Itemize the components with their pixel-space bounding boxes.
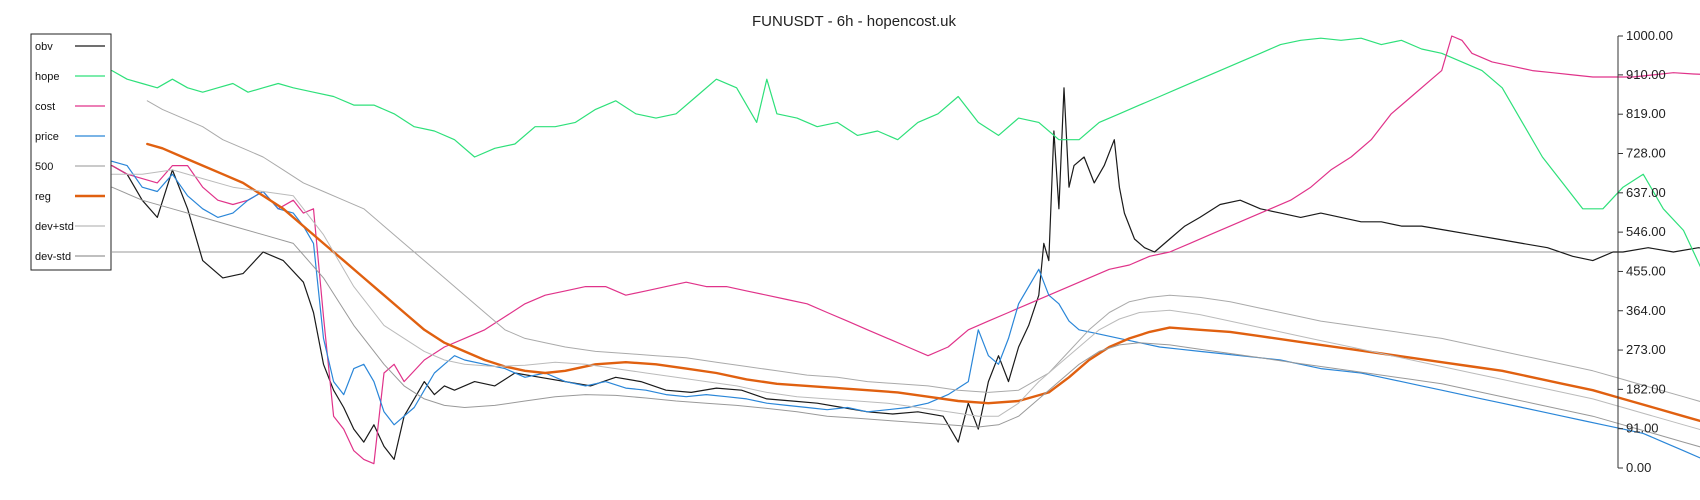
- legend-box: [30, 33, 112, 271]
- series-line-dev-std: [111, 169, 1700, 431]
- y-tick-label: 364.00: [1626, 303, 1666, 318]
- series-line-price: [111, 160, 1700, 459]
- y-tick-label: 455.00: [1626, 263, 1666, 278]
- series-line-reg: [146, 142, 1700, 423]
- y-tick-label: 0.00: [1626, 460, 1651, 475]
- y-tick-label: 910.00: [1626, 67, 1666, 82]
- series-line-obv: [111, 87, 1700, 460]
- y-tick-label: 91.00: [1626, 421, 1659, 436]
- series-line-dev-std: [111, 186, 1700, 448]
- y-tick-label: 1000.00: [1626, 28, 1673, 43]
- y-tick-label: 546.00: [1626, 224, 1666, 239]
- y-tick-label: 273.00: [1626, 342, 1666, 357]
- legend-label: dev-std: [35, 251, 71, 263]
- legend-label: cost: [35, 101, 55, 113]
- legend-label: obv: [35, 41, 53, 53]
- y-tick-label: 182.00: [1626, 381, 1666, 396]
- y-tick-label: 637.00: [1626, 185, 1666, 200]
- chart-title: FUNUSDT - 6h - hopencost.uk: [752, 13, 956, 30]
- legend-label: hope: [35, 71, 59, 83]
- y-axis: 0.00 91.00 182.00 273.00 364.00 455.00 546.00 6…: [1617, 28, 1673, 475]
- y-tick-label: 728.00: [1626, 146, 1666, 161]
- series-line-cost: [111, 35, 1700, 465]
- series-line-500: [146, 100, 1700, 402]
- series-layer: [111, 35, 1700, 465]
- legend-label: dev+std: [35, 221, 74, 233]
- y-tick-label: 819.00: [1626, 106, 1666, 121]
- series-line-hope: [111, 37, 1700, 268]
- legend: obv hope cost price 500 reg dev+std dev-std: [30, 33, 112, 271]
- legend-label: reg: [35, 191, 51, 203]
- legend-label: 500: [35, 161, 53, 173]
- legend-label: price: [35, 131, 59, 143]
